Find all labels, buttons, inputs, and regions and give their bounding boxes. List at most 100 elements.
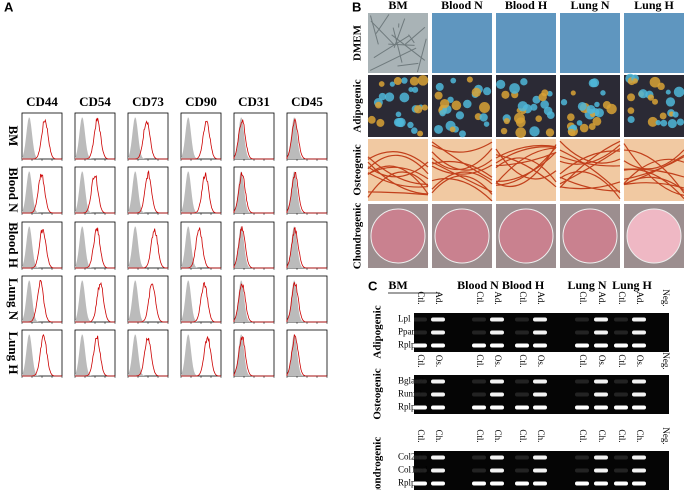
band (490, 468, 504, 473)
stained-fiber (367, 161, 429, 178)
stained-cell (588, 123, 596, 130)
stained-cell (389, 81, 395, 87)
marker-header: CD90 (185, 94, 217, 109)
cell (370, 20, 395, 46)
sample-header: BM (388, 278, 407, 292)
marker-histogram (286, 118, 327, 160)
cell (404, 26, 426, 45)
band (515, 379, 529, 384)
marker-histogram (233, 172, 274, 214)
band (575, 455, 589, 460)
band (594, 468, 608, 473)
lane-label: Os. (635, 355, 645, 367)
lane-label: Os. (597, 355, 607, 367)
band (632, 330, 646, 335)
stained-cell (399, 92, 410, 103)
marker-histogram (181, 227, 221, 269)
band (594, 379, 608, 384)
band (413, 468, 427, 473)
stained-fiber (431, 164, 493, 175)
lane-label: Os. (434, 355, 444, 367)
stained-cell (567, 113, 575, 121)
isotype-histogram (75, 334, 115, 376)
stained-fiber (431, 141, 493, 153)
band (515, 343, 529, 348)
micrograph (560, 139, 620, 201)
band (614, 330, 628, 335)
stained-cell (417, 75, 429, 86)
lane-label: Ctl. (416, 354, 426, 367)
isotype-histogram (234, 334, 274, 376)
cell (375, 14, 390, 34)
stained-cell (375, 101, 382, 109)
band (632, 343, 646, 348)
stained-cell (652, 98, 659, 105)
stained-cell (435, 82, 444, 91)
isotype-histogram (75, 226, 115, 268)
gene-label: Rplp0 (398, 478, 421, 488)
gene-label: Lpl (398, 314, 411, 324)
stained-cell (378, 92, 387, 101)
band (614, 379, 628, 384)
band (490, 481, 504, 486)
marker-histogram (128, 170, 168, 214)
stained-cell (649, 76, 661, 88)
stained-fiber (495, 147, 557, 185)
stained-cell (545, 128, 555, 137)
band (490, 455, 504, 460)
cell (373, 35, 410, 59)
stained-cell (577, 101, 587, 111)
sample-header: Lung N (567, 278, 606, 292)
stained-fiber (559, 149, 621, 194)
band (490, 343, 504, 348)
stained-cell (378, 81, 385, 87)
lane-label: Os. (536, 355, 546, 367)
stained-cell (673, 86, 684, 98)
isotype-histogram (128, 334, 168, 376)
stained-cell (594, 101, 600, 108)
marker-header: CD45 (291, 94, 323, 109)
lane-label: Ctl. (617, 354, 627, 367)
isotype-histogram (181, 334, 221, 376)
sample-header: Lung N (570, 0, 609, 12)
stained-cell (660, 119, 668, 127)
stained-fiber (559, 155, 621, 167)
band (413, 405, 427, 410)
stained-cell (412, 86, 419, 93)
stained-fiber (559, 171, 621, 200)
stained-fiber (431, 141, 493, 181)
marker-histogram (22, 333, 62, 377)
lane-label: Ctl. (475, 354, 485, 367)
sample-label: Lung N (6, 278, 21, 321)
stained-cell (576, 120, 583, 126)
band (472, 343, 486, 348)
band (575, 481, 589, 486)
band (614, 405, 628, 410)
group-label: Osteogenic (372, 368, 384, 419)
stained-cell (514, 112, 525, 124)
stained-fiber (623, 149, 684, 170)
marker-histogram (286, 171, 327, 214)
stained-cell (417, 130, 424, 137)
band (533, 481, 547, 486)
condition-label: DMEM (352, 24, 364, 61)
lane-label: Ctl. (518, 354, 528, 367)
stained-fiber (431, 178, 493, 202)
micrograph (560, 13, 620, 73)
pellet (498, 208, 554, 264)
sample-label: Blood H (6, 222, 21, 268)
marker-header: CD44 (26, 94, 58, 109)
lane-label: Ch. (493, 430, 503, 443)
stained-fiber (431, 148, 493, 171)
stained-cell (496, 79, 506, 89)
marker-histogram (181, 172, 222, 214)
micrograph (432, 13, 492, 73)
stained-fiber (559, 140, 621, 188)
band (472, 379, 486, 384)
gene-label: Col2a1 (398, 452, 424, 462)
stained-fiber (495, 146, 557, 164)
band (533, 330, 547, 335)
pellet (562, 208, 618, 264)
band (413, 481, 427, 486)
sample-header: Lung H (612, 278, 652, 292)
